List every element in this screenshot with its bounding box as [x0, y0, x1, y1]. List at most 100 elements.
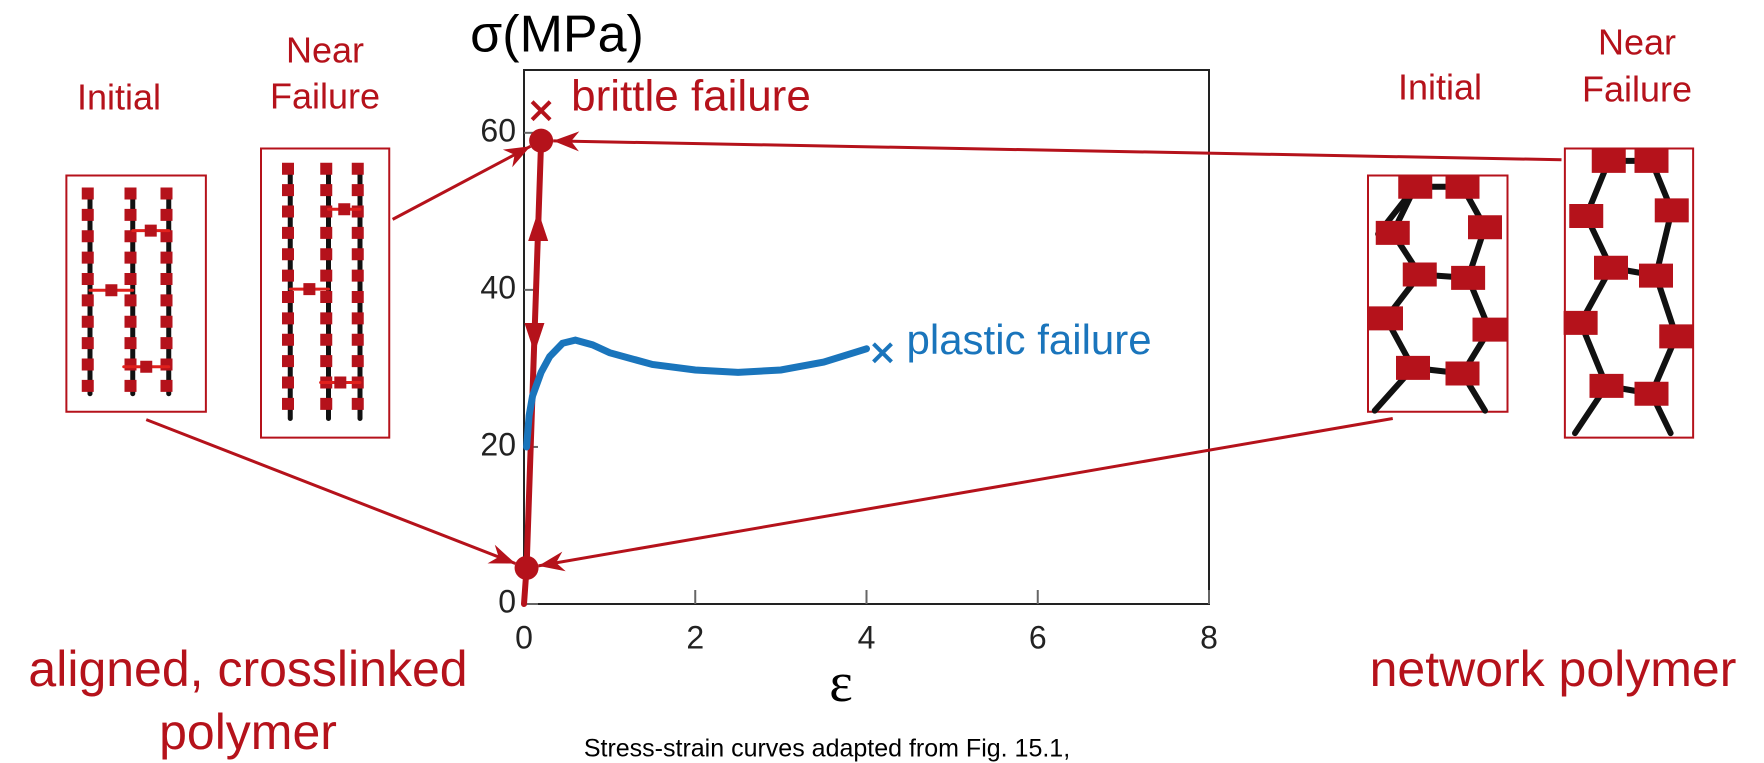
- y-axis-label: σ(MPa): [470, 6, 644, 64]
- monomer: [334, 376, 347, 389]
- polymer-title: network polymer: [1370, 641, 1737, 697]
- x-tick-label: 4: [858, 619, 876, 655]
- monomer: [124, 230, 137, 243]
- monomer: [160, 379, 173, 392]
- monomer: [282, 291, 294, 303]
- monomer: [160, 208, 173, 221]
- monomer: [351, 333, 364, 346]
- annotation: plastic failure: [907, 316, 1152, 363]
- crosslink-node: [1375, 220, 1410, 245]
- state-marker: [514, 555, 539, 580]
- monomer: [140, 360, 153, 373]
- monomer: [320, 397, 333, 410]
- monomer: [81, 230, 94, 243]
- monomer: [282, 184, 294, 197]
- crosslink-node: [1468, 215, 1502, 240]
- monomer: [351, 248, 364, 261]
- monomer: [160, 251, 173, 264]
- monomer: [282, 162, 294, 175]
- monomer: [124, 315, 137, 328]
- polymer-title: aligned, crosslinked: [28, 641, 467, 697]
- monomer: [124, 208, 137, 221]
- monomer: [160, 230, 173, 243]
- connector: [553, 139, 1562, 162]
- monomer: [351, 312, 364, 325]
- panel-label: Failure: [1582, 69, 1692, 110]
- panel-frame: [1367, 174, 1509, 413]
- crosslink-node: [1569, 204, 1604, 228]
- crosslink-node: [1654, 198, 1689, 223]
- monomer: [282, 205, 294, 218]
- monomer: [351, 205, 364, 218]
- monomer: [320, 226, 333, 239]
- monomer: [351, 269, 364, 282]
- monomer: [160, 315, 173, 328]
- monomer: [282, 269, 294, 282]
- monomer: [351, 291, 364, 303]
- crosslink-node: [1659, 324, 1694, 349]
- connector: [145, 418, 516, 565]
- monomer: [81, 251, 94, 264]
- monomer: [81, 315, 94, 328]
- monomer: [282, 376, 294, 389]
- monomer: [160, 187, 173, 200]
- annotation: brittle failure: [571, 71, 811, 120]
- monomer: [81, 358, 94, 371]
- x-tick-label: 8: [1200, 619, 1218, 655]
- x-tick-label: 2: [686, 619, 704, 655]
- monomer: [320, 162, 333, 175]
- y-tick-label: 0: [498, 583, 516, 619]
- crosslink-node: [1594, 255, 1628, 280]
- crosslink-node: [1591, 148, 1626, 173]
- monomer: [81, 208, 94, 221]
- crosslink-node: [1634, 148, 1669, 173]
- monomer: [351, 184, 364, 197]
- monomer: [81, 337, 94, 350]
- monomer: [320, 333, 333, 346]
- crosslink-node: [1472, 317, 1507, 342]
- monomer: [124, 337, 137, 350]
- monomer: [320, 355, 333, 368]
- panel-label: Near: [286, 30, 364, 71]
- y-tick-label: 20: [480, 426, 516, 462]
- monomer: [124, 187, 137, 200]
- panel-label: Near: [1598, 22, 1676, 63]
- connector: [391, 144, 532, 221]
- monomer: [320, 269, 333, 282]
- monomer: [320, 184, 333, 197]
- monomer: [351, 162, 364, 175]
- crosslink-node: [1589, 373, 1624, 398]
- crosslink-node: [1445, 174, 1480, 199]
- y-tick-label: 40: [480, 269, 516, 305]
- monomer: [81, 379, 94, 392]
- monomer: [144, 224, 157, 237]
- monomer: [351, 397, 364, 410]
- crosslink-node: [1369, 306, 1403, 331]
- panel-frame: [1563, 147, 1695, 439]
- monomer: [124, 251, 137, 264]
- monomer: [320, 205, 333, 218]
- monomer: [81, 273, 94, 285]
- monomer: [303, 283, 316, 296]
- caption: Stress-strain curves adapted from Fig. 1…: [584, 735, 1070, 763]
- arrowhead: [528, 211, 549, 242]
- monomer: [105, 284, 118, 297]
- monomer: [124, 294, 137, 307]
- connector-head: [538, 551, 566, 572]
- crosslink-node: [1402, 262, 1437, 287]
- monomer: [351, 355, 364, 368]
- connector-head: [502, 146, 531, 168]
- connector-head: [487, 544, 516, 564]
- connector-head: [553, 131, 580, 152]
- state-marker: [529, 128, 554, 153]
- series-line: [523, 336, 870, 451]
- monomer: [320, 248, 333, 261]
- monomer: [124, 379, 137, 392]
- x-tick-label: 0: [515, 619, 533, 655]
- monomer: [338, 203, 351, 216]
- monomer: [282, 248, 294, 261]
- panel-label: Initial: [1398, 67, 1482, 108]
- crosslink-node: [1634, 381, 1669, 406]
- monomer: [160, 294, 173, 307]
